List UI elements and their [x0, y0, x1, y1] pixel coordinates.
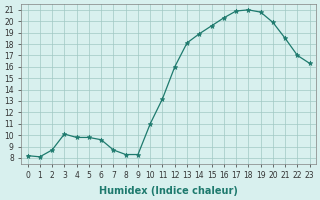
X-axis label: Humidex (Indice chaleur): Humidex (Indice chaleur)	[99, 186, 238, 196]
